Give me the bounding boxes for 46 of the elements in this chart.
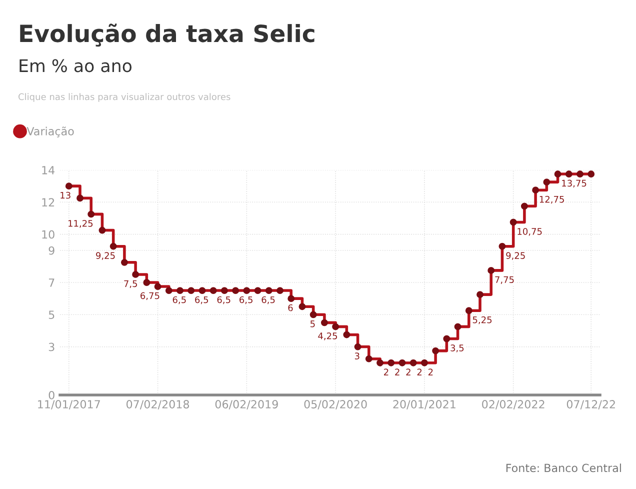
y-tick-label: 14 xyxy=(42,166,55,174)
chart-subtitle: Em % ao ano xyxy=(20,59,132,72)
data-label: 11,25 xyxy=(68,220,93,228)
data-label: 13 xyxy=(60,192,70,199)
x-tick-label: 07/02/2018 xyxy=(126,400,190,410)
data-label: 3 xyxy=(354,352,360,360)
data-label: 6,75 xyxy=(140,292,160,300)
data-label: 7,75 xyxy=(495,276,514,284)
data-label: 9,25 xyxy=(506,252,525,260)
data-label: 10,75 xyxy=(518,228,542,236)
data-label: 6,5 xyxy=(172,296,186,304)
y-tick-label: 0 xyxy=(48,390,54,400)
text: Clique nas linhas para visualizar outros valores xyxy=(18,93,230,102)
legend-label: Variação xyxy=(26,126,74,138)
y-tick-label: 12 xyxy=(42,198,54,206)
x-tick-label: 20/01/2021 xyxy=(393,400,456,410)
chart-title: Evolução da taxa Selic xyxy=(20,24,314,47)
data-label: 2 xyxy=(395,368,400,376)
x-tick-label: 07/12/22 xyxy=(566,400,615,410)
data-label: 5,25 xyxy=(472,316,492,324)
data-label: 6,5 xyxy=(240,296,252,304)
x-tick-label: 06/02/2019 xyxy=(215,400,278,410)
y-tick-label: 9 xyxy=(48,246,54,255)
data-label: 13,75 xyxy=(562,180,586,188)
y-tick-label: 5 xyxy=(48,310,54,320)
data-label: 9,25 xyxy=(96,252,115,260)
data-label: 4,25 xyxy=(318,332,337,340)
y-tick-label: 10 xyxy=(42,230,54,239)
data-label: 7,5 xyxy=(124,280,137,288)
data-label: 6,5 xyxy=(262,296,275,304)
data-label: 6,5 xyxy=(217,296,230,304)
data-label: 2 xyxy=(384,368,388,376)
y-tick-label: 3 xyxy=(48,342,54,352)
x-tick-label: 05/02/2020 xyxy=(304,400,367,410)
data-label: 2 xyxy=(417,368,422,376)
data-label: 2 xyxy=(428,368,433,376)
data-label: 5 xyxy=(310,320,315,328)
data-label: 6 xyxy=(288,304,293,312)
data-label: 2 xyxy=(406,368,410,376)
y-tick-label: 7 xyxy=(48,278,54,287)
source-note: Fonte: Banco Central xyxy=(506,464,621,472)
data-label: 6,5 xyxy=(195,296,208,304)
x-tick-label: 11/01/2017 xyxy=(38,400,100,410)
data-label: 3,5 xyxy=(450,344,464,352)
x-tick-label: 02/02/2022 xyxy=(482,400,544,410)
data-label: 12,75 xyxy=(540,196,564,204)
